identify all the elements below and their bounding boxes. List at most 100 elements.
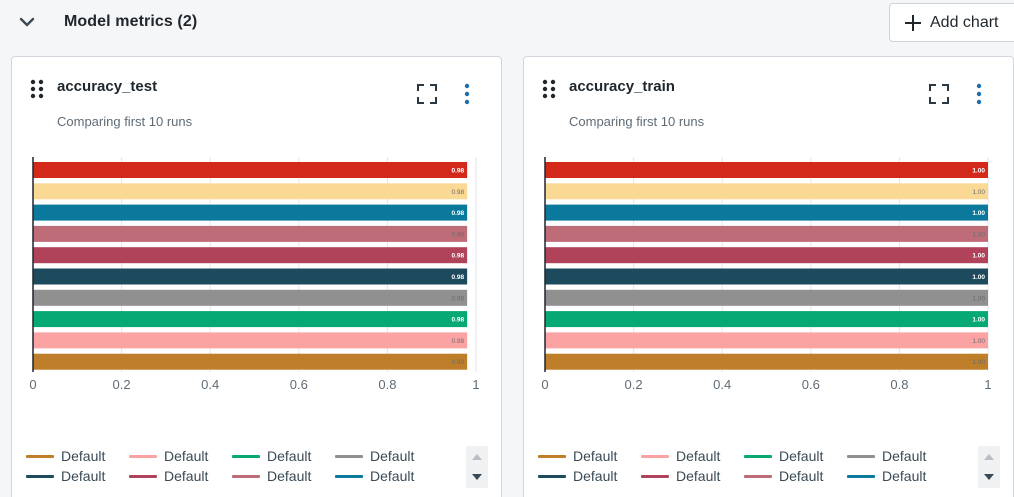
- legend-swatch: [744, 454, 772, 458]
- bar[interactable]: [545, 289, 988, 306]
- legend-item[interactable]: Default: [538, 446, 617, 466]
- legend-item[interactable]: Default: [744, 466, 823, 486]
- bar[interactable]: [33, 311, 468, 328]
- legend-swatch: [641, 474, 669, 478]
- bar-value-label: 1.00: [972, 210, 985, 217]
- bar[interactable]: [33, 162, 468, 178]
- plus-icon: [905, 14, 921, 31]
- chart-subtitle: Comparing first 10 runs: [569, 114, 705, 129]
- legend-label: Default: [779, 468, 824, 484]
- legend-swatch: [232, 454, 260, 458]
- legend-item[interactable]: Default: [232, 446, 311, 466]
- legend-label: Default: [267, 468, 312, 484]
- legend-label: Default: [164, 448, 209, 464]
- legend-item[interactable]: Default: [232, 466, 311, 486]
- bar[interactable]: [545, 247, 988, 264]
- bar[interactable]: [545, 225, 988, 242]
- legend-label: Default: [61, 448, 106, 464]
- legend-swatch: [744, 474, 772, 478]
- bar[interactable]: [545, 204, 988, 221]
- x-tick-label: 0.2: [625, 377, 643, 392]
- bar-value-label: 0.98: [451, 168, 464, 175]
- expand-icon[interactable]: [929, 84, 949, 104]
- legend-swatch: [641, 454, 669, 458]
- more-options-icon[interactable]: [974, 83, 984, 105]
- legend-item[interactable]: Default: [744, 446, 823, 466]
- legend-swatch: [335, 474, 363, 478]
- chevron-down-icon[interactable]: [18, 15, 36, 29]
- bar[interactable]: [33, 183, 468, 200]
- legend-item[interactable]: Default: [847, 446, 926, 466]
- bar-value-label: 0.98: [451, 274, 464, 281]
- legend-item[interactable]: Default: [129, 466, 208, 486]
- arrow-down-icon[interactable]: [983, 472, 995, 482]
- legend-scrollbar[interactable]: [978, 446, 1000, 488]
- x-tick-label: 1: [984, 377, 991, 392]
- bar[interactable]: [33, 332, 468, 349]
- arrow-up-icon[interactable]: [983, 452, 995, 462]
- legend-item[interactable]: Default: [129, 446, 208, 466]
- bar[interactable]: [545, 353, 988, 370]
- bar[interactable]: [33, 353, 468, 370]
- expand-icon[interactable]: [417, 84, 437, 104]
- bar[interactable]: [33, 204, 468, 221]
- legend-item[interactable]: Default: [26, 446, 105, 466]
- legend-swatch: [129, 454, 157, 458]
- legend-item[interactable]: Default: [538, 466, 617, 486]
- legend-label: Default: [573, 468, 618, 484]
- more-options-icon[interactable]: [462, 83, 472, 105]
- legend-item[interactable]: Default: [641, 446, 720, 466]
- drag-handle-icon[interactable]: [542, 79, 556, 99]
- bar-value-label: 0.98: [451, 317, 464, 324]
- bar[interactable]: [33, 225, 468, 242]
- legend-label: Default: [267, 448, 312, 464]
- bar[interactable]: [545, 311, 988, 328]
- x-tick-label: 0.4: [201, 377, 219, 392]
- bar-value-label: 0.98: [451, 338, 464, 345]
- bar-value-label: 0.98: [451, 210, 464, 217]
- chart-card-accuracy-train: accuracy_train Comparing first 10 runs 0…: [523, 56, 1014, 497]
- bar-value-label: 1.00: [972, 295, 985, 302]
- bar[interactable]: [33, 289, 468, 306]
- chart-legend: Default Default Default Default Default Defau…: [538, 446, 978, 490]
- x-tick-label: 0.6: [290, 377, 308, 392]
- legend-label: Default: [882, 448, 927, 464]
- legend-item[interactable]: Default: [335, 466, 414, 486]
- bar[interactable]: [545, 162, 988, 178]
- legend-swatch: [847, 454, 875, 458]
- x-tick-label: 0.2: [113, 377, 131, 392]
- chart-title: accuracy_test: [57, 78, 158, 95]
- legend-label: Default: [164, 468, 209, 484]
- legend-item[interactable]: Default: [847, 466, 926, 486]
- bar[interactable]: [545, 268, 988, 285]
- add-chart-label: Add chart: [930, 13, 999, 31]
- bar[interactable]: [545, 332, 988, 349]
- x-tick-label: 0.6: [802, 377, 820, 392]
- arrow-down-icon[interactable]: [471, 472, 483, 482]
- legend-item[interactable]: Default: [335, 446, 414, 466]
- bar[interactable]: [545, 183, 988, 200]
- bar-value-label: 1.00: [972, 189, 985, 196]
- x-tick-label: 0: [541, 377, 548, 392]
- legend-label: Default: [370, 468, 415, 484]
- legend-item[interactable]: Default: [26, 466, 105, 486]
- bar[interactable]: [33, 247, 468, 264]
- x-tick-label: 0.8: [890, 377, 908, 392]
- bar-value-label: 1.00: [972, 231, 985, 238]
- legend-label: Default: [61, 468, 106, 484]
- legend-label: Default: [370, 448, 415, 464]
- drag-handle-icon[interactable]: [30, 79, 44, 99]
- legend-item[interactable]: Default: [641, 466, 720, 486]
- legend-scrollbar[interactable]: [466, 446, 488, 488]
- arrow-up-icon[interactable]: [471, 452, 483, 462]
- bar[interactable]: [33, 268, 468, 285]
- add-chart-button[interactable]: Add chart: [889, 3, 1014, 42]
- legend-swatch: [847, 474, 875, 478]
- bar-value-label: 1.00: [972, 253, 985, 260]
- chart-subtitle: Comparing first 10 runs: [57, 114, 193, 129]
- bar-value-label: 0.98: [451, 189, 464, 196]
- bar-value-label: 1.00: [972, 359, 985, 366]
- chart-legend: Default Default Default Default Default Defau…: [26, 446, 466, 490]
- legend-swatch: [538, 474, 566, 478]
